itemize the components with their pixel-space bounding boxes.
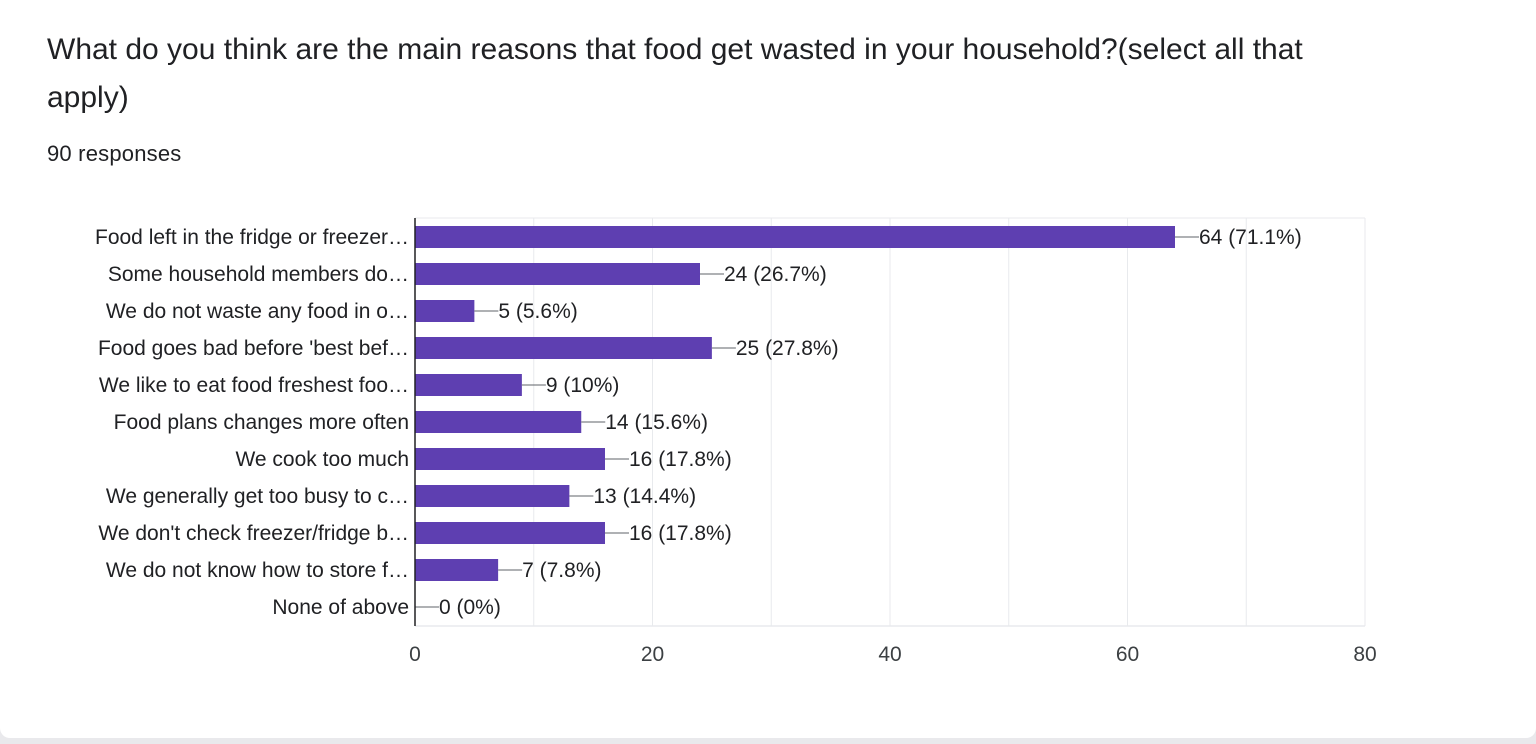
category-label: We do not know how to store f… bbox=[106, 559, 409, 582]
data-label: 14 (15.6%) bbox=[605, 411, 708, 434]
x-tick-label: 20 bbox=[641, 643, 664, 666]
data-label: 0 (0%) bbox=[439, 596, 501, 619]
data-label: 64 (71.1%) bbox=[1199, 226, 1302, 249]
question-title: What do you think are the main reasons t… bbox=[47, 33, 1303, 114]
x-tick-label: 80 bbox=[1353, 643, 1376, 666]
category-label: We like to eat food freshest foo… bbox=[99, 374, 409, 397]
data-label: 13 (14.4%) bbox=[593, 485, 696, 508]
bar bbox=[415, 337, 712, 359]
bar bbox=[415, 522, 605, 544]
category-label: We cook too much bbox=[235, 448, 409, 471]
data-label: 16 (17.8%) bbox=[629, 448, 732, 471]
bar bbox=[415, 559, 499, 581]
bar bbox=[415, 485, 570, 507]
category-label: We don't check freezer/fridge b… bbox=[98, 522, 409, 545]
data-label: 16 (17.8%) bbox=[629, 522, 732, 545]
x-tick-label: 0 bbox=[409, 643, 421, 666]
bar bbox=[415, 411, 582, 433]
bar bbox=[415, 448, 605, 470]
category-label: Some household members do… bbox=[108, 263, 409, 286]
category-label: Food plans changes more often bbox=[114, 411, 409, 434]
category-label: We do not waste any food in o… bbox=[106, 300, 409, 323]
category-label: Food goes bad before 'best bef… bbox=[98, 337, 409, 360]
data-label: 9 (10%) bbox=[546, 374, 620, 397]
bar bbox=[415, 263, 700, 285]
x-tick-label: 60 bbox=[1116, 643, 1139, 666]
category-label: Food left in the fridge or freezer… bbox=[95, 226, 409, 249]
response-count: 90 responses bbox=[47, 141, 182, 166]
bar bbox=[415, 374, 522, 396]
category-label: We generally get too busy to c… bbox=[106, 485, 409, 508]
data-label: 5 (5.6%) bbox=[498, 300, 577, 323]
x-tick-label: 40 bbox=[878, 643, 901, 666]
data-label: 7 (7.8%) bbox=[522, 559, 601, 582]
bar bbox=[415, 226, 1175, 248]
category-label: None of above bbox=[272, 596, 409, 619]
data-label: 24 (26.7%) bbox=[724, 263, 827, 286]
bar bbox=[415, 300, 475, 322]
data-label: 25 (27.8%) bbox=[736, 337, 839, 360]
